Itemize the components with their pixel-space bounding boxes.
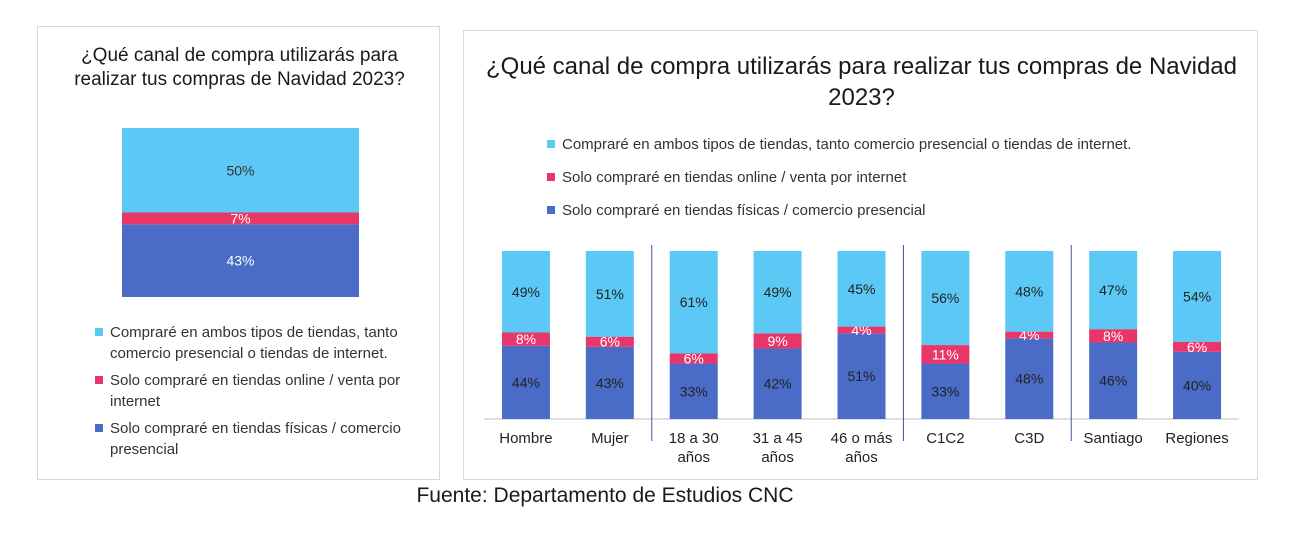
- bar-segment-online: [1173, 341, 1222, 352]
- legend-label-fisicas: Solo compraré en tiendas físicas / comer…: [562, 202, 926, 219]
- data-label-fisicas: 33%: [680, 383, 708, 399]
- data-label-online: 9%: [767, 333, 787, 349]
- x-tick-label: años: [677, 449, 710, 466]
- data-label-online: 11%: [932, 346, 959, 362]
- bar-segment-ambos: [1089, 251, 1138, 330]
- x-tick-label: C3D: [1014, 430, 1044, 447]
- bar-segment-online: [669, 353, 718, 364]
- bar-segment-fisicas: [1005, 338, 1054, 419]
- left-legend: Compraré en ambos tipos de tiendas, tant…: [95, 322, 420, 466]
- legend-item-ambos: Compraré en ambos tipos de tiendas, tant…: [95, 322, 420, 364]
- data-label-ambos: 50%: [226, 162, 254, 178]
- bar-segment-fisicas: [122, 224, 359, 297]
- left-chart-panel: ¿Qué canal de compra utilizarás para rea…: [37, 26, 440, 480]
- x-tick-label: C1C2: [926, 430, 964, 447]
- data-label-fisicas: 43%: [596, 375, 624, 391]
- legend-swatch-ambos: [547, 140, 555, 148]
- x-tick-label: Regiones: [1165, 430, 1228, 447]
- legend-label-online: Solo compraré en tiendas online / venta …: [110, 372, 401, 410]
- data-label-fisicas: 44%: [512, 374, 540, 390]
- data-label-fisicas: 43%: [226, 253, 254, 269]
- right-chart-panel: ¿Qué canal de compra utilizarás para rea…: [463, 30, 1258, 480]
- bar-segment-online: [837, 326, 886, 334]
- data-label-ambos: 54%: [1183, 288, 1211, 304]
- legend-label-ambos: Compraré en ambos tipos de tiendas, tant…: [110, 324, 398, 362]
- data-label-fisicas: 51%: [847, 368, 875, 384]
- right-chart-title: ¿Qué canal de compra utilizarás para rea…: [485, 53, 1238, 111]
- legend-item-fisicas: Solo compraré en tiendas físicas / comer…: [547, 200, 1247, 220]
- data-label-fisicas: 40%: [1183, 377, 1211, 393]
- legend-swatch-ambos: [95, 328, 103, 336]
- data-label-fisicas: 42%: [764, 376, 792, 392]
- bar-segment-ambos: [837, 251, 886, 327]
- bar-segment-ambos: [501, 251, 550, 333]
- bar-segment-fisicas: [501, 345, 550, 419]
- data-label-online: 6%: [684, 351, 704, 367]
- data-label-online: 6%: [1187, 339, 1207, 355]
- bar-segment-online: [921, 345, 970, 364]
- bar-segment-ambos: [1005, 251, 1054, 332]
- data-label-online: 7%: [230, 210, 250, 226]
- bar-segment-ambos: [585, 251, 634, 337]
- data-label-fisicas: 48%: [1015, 371, 1043, 387]
- data-label-online: 6%: [600, 334, 620, 350]
- data-label-ambos: 47%: [1099, 282, 1127, 298]
- bar-segment-ambos: [921, 251, 970, 346]
- x-tick-label: 31 a 45: [753, 430, 803, 447]
- data-label-online: 8%: [1103, 328, 1123, 344]
- left-chart-title: ¿Qué canal de compra utilizarás para rea…: [74, 45, 405, 90]
- legend-item-ambos: Compraré en ambos tipos de tiendas, tant…: [547, 134, 1247, 154]
- data-label-ambos: 49%: [764, 284, 792, 300]
- right-chart-svg: 44% 8% 49% Hombre 43% 6% 51% Mujer 33% 6% 61% 18 a …: [484, 245, 1239, 466]
- data-label-ambos: 51%: [596, 286, 624, 302]
- bar-segment-ambos: [122, 128, 359, 213]
- legend-swatch-online: [95, 376, 103, 384]
- legend-swatch-online: [547, 173, 555, 181]
- legend-label-online: Solo compraré en tiendas online / venta …: [562, 169, 907, 186]
- bar-segment-fisicas: [669, 363, 718, 419]
- legend-label-fisicas: Solo compraré en tiendas físicas / comer…: [110, 420, 401, 458]
- data-label-fisicas: 46%: [1099, 373, 1127, 389]
- bar-segment-ambos: [1173, 251, 1222, 342]
- legend-label-ambos: Compraré en ambos tipos de tiendas, tant…: [562, 136, 1132, 153]
- legend-item-online: Solo compraré en tiendas online / venta …: [547, 167, 1247, 187]
- bar-segment-online: [1089, 329, 1138, 343]
- legend-item-fisicas: Solo compraré en tiendas físicas / comer…: [95, 418, 420, 460]
- bar-segment-ambos: [753, 251, 802, 334]
- bar-segment-fisicas: [753, 348, 802, 419]
- data-label-ambos: 61%: [680, 294, 708, 310]
- data-label-ambos: 49%: [512, 284, 540, 300]
- x-tick-label: años: [845, 449, 878, 466]
- legend-item-online: Solo compraré en tiendas online / venta …: [95, 370, 420, 412]
- x-tick-label: Hombre: [499, 430, 552, 447]
- bar-segment-fisicas: [585, 346, 634, 419]
- bar-segment-online: [1005, 331, 1054, 339]
- x-tick-label: años: [761, 449, 794, 466]
- right-legend: Compraré en ambos tipos de tiendas, tant…: [547, 134, 1247, 233]
- x-tick-label: 18 a 30: [669, 430, 719, 447]
- bar-segment-fisicas: [837, 333, 886, 419]
- data-label-ambos: 45%: [847, 281, 875, 297]
- source-caption: Fuente: Departamento de Estudios CNC: [416, 484, 794, 507]
- x-tick-label: 46 o más: [831, 430, 893, 447]
- bar-segment-online: [753, 333, 802, 349]
- bar-segment-fisicas: [1173, 351, 1222, 419]
- bar-segment-online: [122, 212, 359, 225]
- bar-segment-fisicas: [921, 363, 970, 419]
- bar-segment-online: [501, 332, 550, 346]
- legend-swatch-fisicas: [547, 206, 555, 214]
- bar-segment-online: [585, 336, 634, 347]
- left-chart-svg: 43% 7% 50%: [122, 128, 359, 297]
- data-label-online: 8%: [516, 331, 536, 347]
- data-label-fisicas: 33%: [931, 383, 959, 399]
- x-tick-label: Santiago: [1084, 430, 1143, 447]
- data-label-ambos: 56%: [931, 290, 959, 306]
- x-tick-label: Mujer: [591, 430, 629, 447]
- bar-segment-ambos: [669, 251, 718, 354]
- legend-swatch-fisicas: [95, 424, 103, 432]
- bar-segment-fisicas: [1089, 342, 1138, 419]
- data-label-ambos: 48%: [1015, 283, 1043, 299]
